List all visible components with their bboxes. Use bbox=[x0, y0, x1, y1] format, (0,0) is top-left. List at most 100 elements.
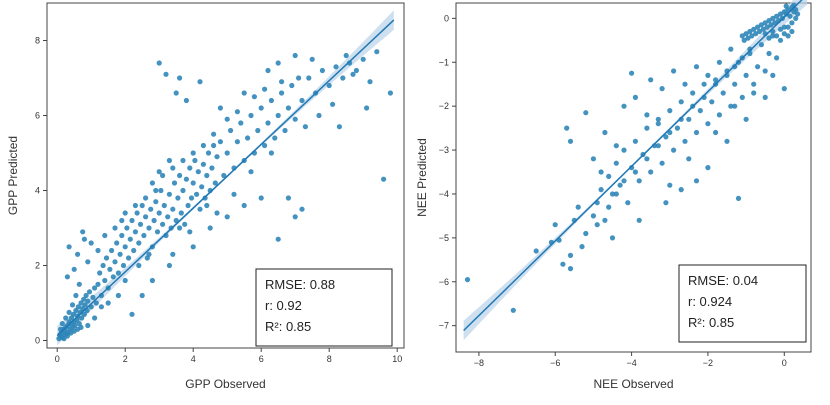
gpp-point bbox=[151, 217, 157, 224]
nee-point bbox=[690, 90, 696, 96]
gpp-point bbox=[241, 90, 247, 96]
nee-point bbox=[789, 28, 795, 35]
nee-point bbox=[606, 173, 612, 179]
gpp-point bbox=[299, 97, 305, 104]
gpp-point bbox=[76, 281, 82, 287]
gpp-point bbox=[212, 180, 218, 186]
nee-point bbox=[667, 182, 673, 188]
gpp-y-tick-label: 6 bbox=[35, 111, 40, 121]
gpp-point bbox=[156, 60, 162, 66]
gpp-point bbox=[224, 116, 230, 122]
nee-point bbox=[751, 26, 757, 32]
nee-point bbox=[567, 138, 574, 144]
nee-point bbox=[747, 28, 753, 35]
nee-point bbox=[655, 116, 661, 122]
nee-point bbox=[667, 108, 673, 114]
gpp-x-tick-label: 2 bbox=[123, 354, 128, 364]
gpp-point bbox=[224, 214, 230, 220]
nee-stats-line: RMSE: 0.04 bbox=[688, 273, 758, 288]
nee-point bbox=[716, 59, 723, 65]
nee-point bbox=[575, 204, 581, 210]
gpp-point bbox=[139, 292, 145, 299]
nee-point bbox=[751, 90, 757, 96]
nee-point bbox=[753, 31, 759, 37]
gpp-point bbox=[177, 172, 183, 179]
gpp-point bbox=[204, 202, 210, 209]
gpp-point bbox=[188, 195, 195, 201]
nee-point bbox=[613, 191, 619, 197]
gpp-point bbox=[194, 191, 200, 197]
gpp-point bbox=[170, 251, 176, 257]
nee-point bbox=[739, 94, 745, 100]
gpp-point bbox=[81, 296, 87, 302]
gpp-point bbox=[160, 172, 166, 179]
gpp-point bbox=[190, 244, 196, 250]
gpp-point bbox=[285, 195, 291, 201]
gpp-point bbox=[217, 139, 223, 145]
nee-point bbox=[770, 72, 776, 78]
nee-point bbox=[609, 235, 616, 241]
gpp-stats-box bbox=[255, 268, 393, 347]
nee-x-tick-label: 0 bbox=[782, 358, 787, 368]
nee-point bbox=[564, 125, 570, 131]
gpp-point bbox=[129, 217, 135, 224]
gpp-point bbox=[319, 67, 325, 74]
gpp-point bbox=[187, 165, 193, 171]
gpp-point bbox=[190, 180, 196, 186]
gpp-point bbox=[163, 71, 169, 77]
nee-point bbox=[774, 33, 780, 39]
nee-point bbox=[644, 112, 650, 118]
gpp-point bbox=[80, 229, 86, 235]
nee-point bbox=[678, 99, 684, 105]
nee-point bbox=[674, 125, 681, 131]
nee-y-tick-label: −4 bbox=[439, 189, 449, 199]
nee-point bbox=[743, 72, 749, 78]
gpp-point bbox=[83, 292, 89, 299]
gpp-stats-line: r: 0.92 bbox=[265, 298, 302, 313]
nee-point bbox=[758, 22, 765, 28]
gpp-point bbox=[183, 97, 189, 104]
gpp-point bbox=[178, 210, 184, 216]
gpp-x-tick-label: 8 bbox=[327, 354, 332, 364]
gpp-point bbox=[224, 150, 230, 156]
nee-point bbox=[567, 266, 574, 272]
nee-point bbox=[766, 35, 772, 41]
gpp-point bbox=[156, 169, 162, 175]
gpp-point bbox=[100, 262, 106, 269]
gpp-point bbox=[90, 294, 96, 300]
nee-point bbox=[781, 86, 787, 92]
nee-point bbox=[678, 116, 684, 122]
gpp-point bbox=[73, 307, 79, 314]
nee-point bbox=[743, 31, 749, 37]
gpp-point bbox=[75, 304, 81, 310]
gpp-point bbox=[154, 229, 161, 235]
nee-point bbox=[720, 90, 726, 96]
nee-point bbox=[583, 110, 589, 116]
gpp-point bbox=[262, 142, 268, 149]
gpp-point bbox=[139, 202, 145, 209]
nee-point bbox=[705, 121, 711, 127]
gpp-point bbox=[374, 49, 380, 55]
nee-point bbox=[735, 195, 742, 201]
gpp-point bbox=[129, 311, 135, 317]
nee-point bbox=[659, 86, 665, 92]
gpp-point bbox=[258, 195, 264, 201]
nee-point bbox=[781, 9, 787, 15]
gpp-point bbox=[302, 124, 308, 130]
nee-point bbox=[781, 24, 787, 30]
gpp-point bbox=[326, 82, 332, 89]
nee-point bbox=[701, 81, 707, 87]
nee-point bbox=[739, 33, 745, 39]
nee-y-tick-label: 0 bbox=[444, 13, 449, 23]
gpp-point bbox=[78, 300, 84, 306]
gpp-point bbox=[185, 202, 191, 209]
gpp-point bbox=[119, 232, 125, 239]
gpp-point bbox=[92, 285, 98, 291]
gpp-point bbox=[330, 101, 336, 107]
nee-point bbox=[762, 20, 768, 26]
nee-point bbox=[560, 261, 566, 267]
gpp-point bbox=[299, 206, 305, 212]
nee-point bbox=[795, 11, 801, 17]
gpp-point bbox=[190, 150, 196, 156]
